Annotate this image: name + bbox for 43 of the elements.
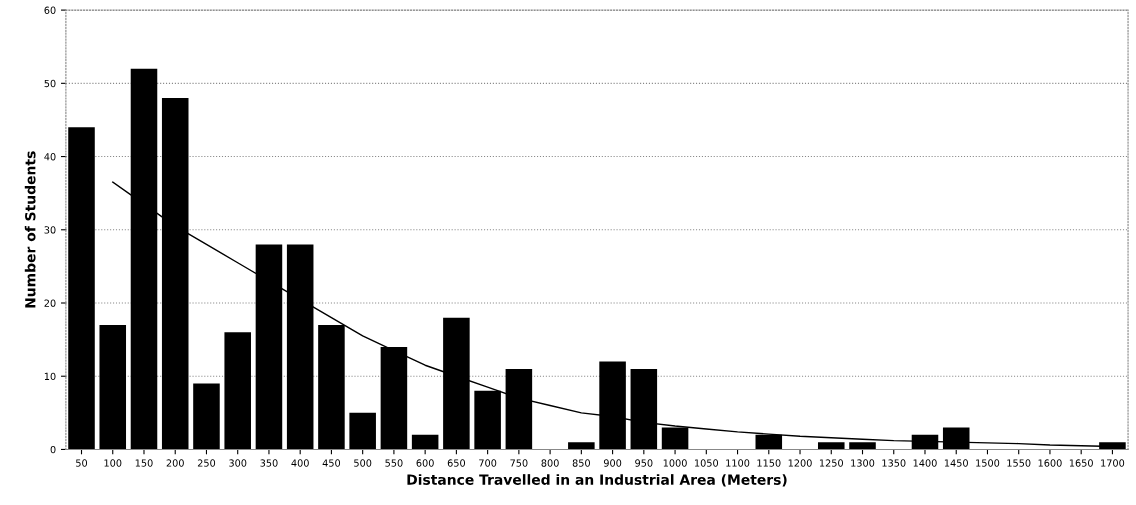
x-tick-label: 350 [260, 459, 278, 467]
x-tick-label: 1500 [976, 459, 1000, 467]
x-tick-label: 1650 [1069, 459, 1093, 467]
x-tick-label: 200 [166, 459, 184, 467]
x-tick-label: 600 [416, 459, 434, 467]
y-axis-title: Number of Students [24, 151, 36, 308]
x-tick-label: 950 [635, 459, 653, 467]
x-tick-label: 50 [76, 459, 88, 467]
x-tick-label: 250 [197, 459, 216, 467]
x-tick-label: 450 [322, 459, 341, 467]
y-tick-label: 10 [44, 372, 56, 381]
x-tick-label: 1600 [1038, 459, 1062, 467]
x-tick-label: 1100 [726, 459, 750, 467]
x-tick-label: 1400 [913, 459, 937, 467]
y-tick-label: 0 [50, 445, 56, 454]
x-tick-label: 1250 [819, 459, 843, 467]
x-tick-label: 1450 [944, 459, 968, 467]
x-tick-label: 650 [447, 459, 466, 467]
x-tick-label: 1550 [1007, 459, 1031, 467]
x-tick-label: 1350 [882, 459, 906, 467]
x-tick-label: 400 [291, 459, 309, 467]
y-tick-label: 40 [44, 153, 56, 161]
x-tick-label: 1200 [788, 459, 812, 467]
x-tick-label: 1300 [851, 459, 875, 467]
x-axis-title: Distance Travelled in an Industrial Area (Meters) [407, 474, 787, 487]
x-tick-label: 500 [354, 459, 372, 467]
x-tick-label: 1150 [757, 459, 781, 467]
x-tick-label: 300 [229, 459, 247, 467]
x-tick-label: 100 [104, 459, 122, 467]
x-tick-label: 800 [541, 459, 559, 467]
x-tick-label: 150 [135, 459, 153, 467]
y-tick-label: 50 [44, 79, 56, 88]
x-tick-label: 700 [479, 459, 497, 467]
x-tick-label: 750 [510, 459, 528, 467]
x-tick-label: 1050 [695, 459, 719, 467]
x-tick-label: 850 [572, 459, 590, 467]
y-tick-label: 30 [44, 226, 56, 234]
y-tick-label: 20 [44, 299, 56, 307]
x-tick-label: 900 [603, 459, 622, 467]
x-tick-label: 550 [385, 459, 403, 467]
x-tick-label: 1700 [1101, 459, 1125, 467]
x-tick-label: 1000 [663, 459, 687, 467]
y-tick-label: 60 [44, 6, 56, 14]
